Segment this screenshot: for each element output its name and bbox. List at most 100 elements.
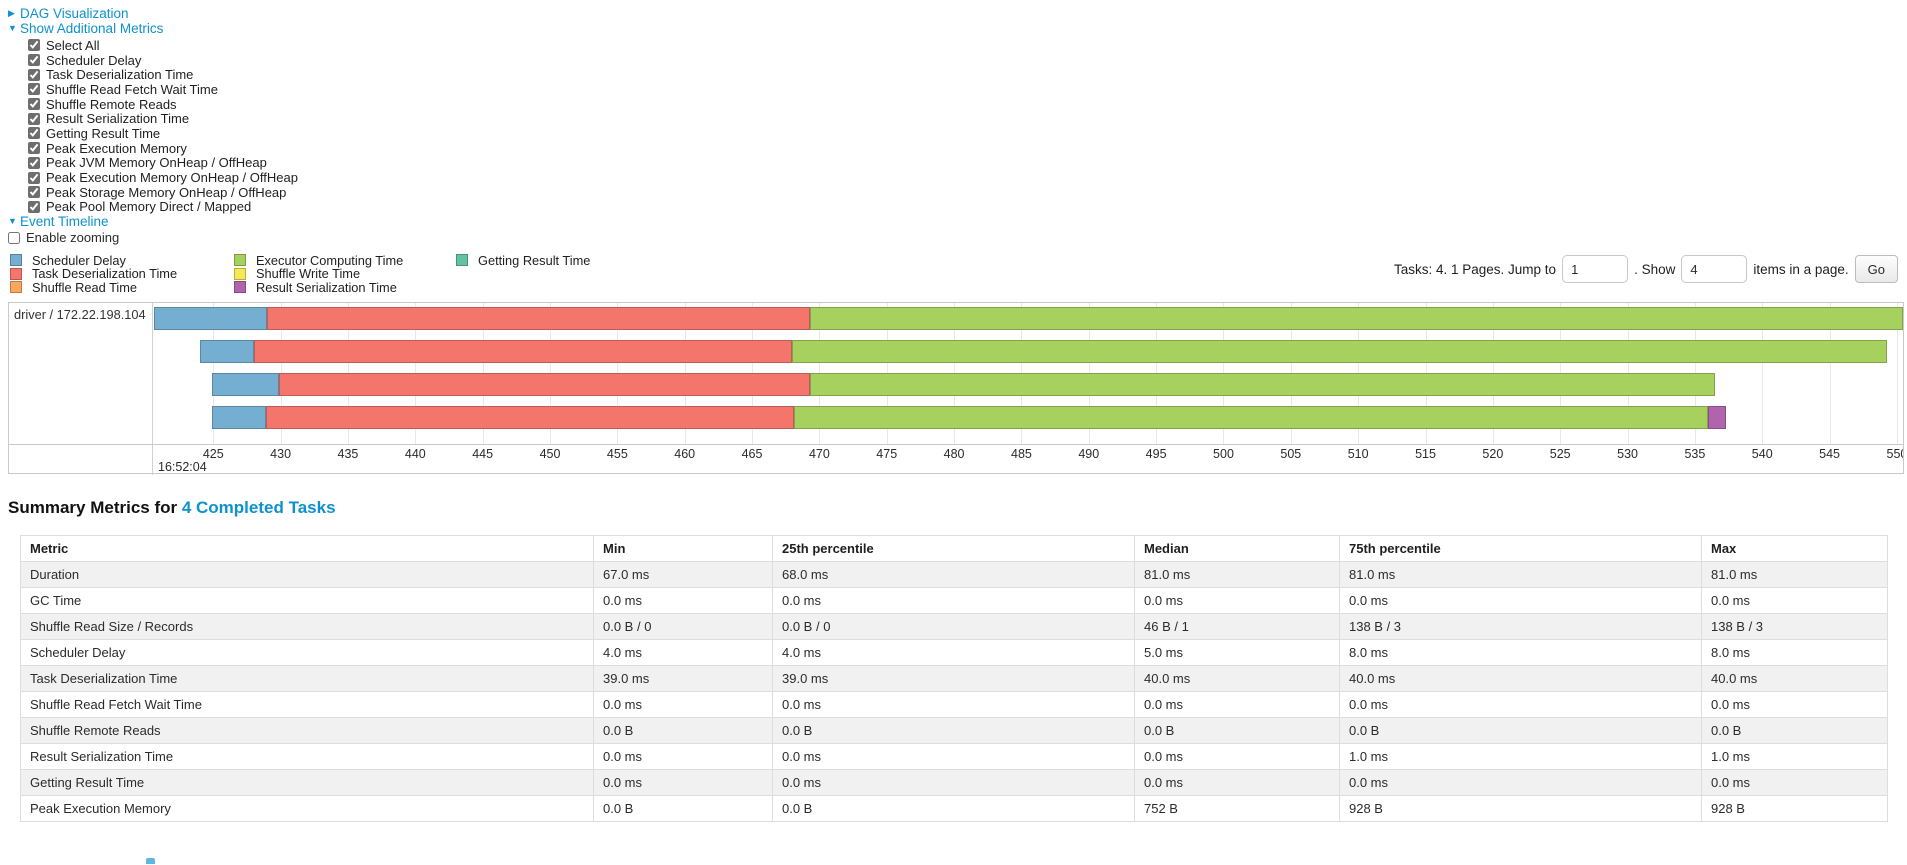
axis-tick-label: 485 — [1010, 447, 1032, 462]
metric-name-cell: Shuffle Read Size / Records — [20, 613, 594, 641]
metric-checkbox-row: Task Deserialization Time — [28, 67, 1907, 82]
metric-checkbox-result-serialization-time[interactable] — [28, 112, 40, 125]
section-label: Show Additional Metrics — [20, 21, 164, 36]
metric-value-cell: 0.0 ms — [1339, 691, 1702, 719]
task-bar-segment-result-serialization-time[interactable] — [1708, 406, 1726, 430]
metric-value-cell: 40.0 ms — [1134, 665, 1340, 693]
axis-tick-label: 440 — [404, 447, 426, 462]
metric-value-cell: 4.0 ms — [772, 639, 1135, 667]
task-bar-segment-executor-computing-time[interactable] — [793, 406, 1709, 430]
metric-checkbox-shuffle-remote-reads[interactable] — [28, 98, 40, 111]
metric-checkbox-row: Peak Execution Memory — [28, 141, 1907, 156]
metric-checkbox-peak-execution-memory[interactable] — [28, 142, 40, 155]
metric-value-cell: 0.0 ms — [1339, 769, 1702, 797]
metric-name-cell: Task Deserialization Time — [20, 665, 594, 693]
tasks-count-text: Tasks: 4. 1 Pages. Jump to — [1393, 261, 1557, 277]
axis-tick-label: 455 — [606, 447, 628, 462]
metric-checkbox-peak-pool-memory-direct-mapped[interactable] — [28, 200, 40, 213]
metric-value-cell: 928 B — [1701, 795, 1888, 823]
metric-value-cell: 0.0 B / 0 — [772, 613, 1135, 641]
column-header-75th-percentile[interactable]: 75th percentile — [1339, 535, 1702, 563]
metric-checkbox-peak-jvm-memory-onheap-offheap[interactable] — [28, 156, 40, 169]
metric-checkbox-select-all[interactable] — [28, 39, 40, 52]
section-label: Event Timeline — [20, 214, 109, 230]
additional-metrics-checkbox-list: Select All Scheduler Delay Task Deserializ… — [28, 38, 1907, 214]
axis-tick-label: 550 — [1886, 447, 1903, 462]
metric-value-cell: 39.0 ms — [772, 665, 1135, 693]
task-bar-segment-scheduler-delay[interactable] — [199, 340, 254, 364]
jump-to-page-input[interactable] — [1562, 255, 1629, 284]
metric-value-cell: 0.0 ms — [1339, 587, 1702, 615]
metric-name-cell: Shuffle Remote Reads — [20, 717, 594, 745]
axis-tick-label: 540 — [1751, 447, 1773, 462]
show-text: . Show — [1634, 261, 1676, 277]
axis-tick-label: 430 — [270, 447, 292, 462]
axis-tick-label: 530 — [1617, 447, 1638, 462]
metric-checkbox-row: Peak Storage Memory OnHeap / OffHeap — [28, 185, 1907, 200]
axis-tick-label: 545 — [1819, 447, 1841, 462]
task-bar-segment-task-deserialization-time[interactable] — [267, 307, 810, 331]
metric-value-cell: 0.0 ms — [1701, 691, 1888, 719]
metric-value-cell: 1.0 ms — [1339, 743, 1702, 771]
metric-value-cell: 67.0 ms — [593, 561, 773, 589]
completed-tasks-link[interactable]: 4 Completed Tasks — [181, 498, 336, 518]
axis-tick-label: 475 — [876, 447, 898, 462]
metric-checkbox-shuffle-read-fetch-wait-time[interactable] — [28, 83, 40, 96]
table-row: Shuffle Read Size / Records 0.0 B / 0 0.0 … — [20, 613, 1888, 641]
column-header-25th-percentile[interactable]: 25th percentile — [772, 535, 1135, 563]
task-bar-segment-scheduler-delay[interactable] — [211, 406, 266, 430]
items-per-page-input[interactable] — [1681, 255, 1748, 284]
metric-value-cell: 46 B / 1 — [1134, 613, 1340, 641]
metric-checkbox-peak-storage-memory-onheap-offheap[interactable] — [28, 186, 40, 199]
legend-label: Scheduler Delay — [32, 252, 126, 268]
axis-tick-label: 435 — [337, 447, 359, 462]
axis-tick-label: 520 — [1482, 447, 1504, 462]
timeline-plot-area[interactable] — [154, 303, 1903, 445]
legend-item: Shuffle Write Time — [234, 266, 430, 281]
metric-value-cell: 0.0 ms — [1134, 769, 1340, 797]
column-header-min[interactable]: Min — [593, 535, 773, 563]
section-show-additional-metrics[interactable]: ▼ Show Additional Metrics — [8, 21, 1907, 36]
legend-swatch-icon — [234, 281, 246, 294]
task-bar-segment-executor-computing-time[interactable] — [792, 340, 1888, 364]
metric-value-cell: 0.0 ms — [1134, 743, 1340, 771]
go-button[interactable]: Go — [1854, 255, 1898, 284]
metric-value-cell: 138 B / 3 — [1701, 613, 1888, 641]
clipped-next-section-link[interactable] — [146, 858, 155, 864]
legend-label: Result Serialization Time — [256, 279, 397, 295]
metric-checkbox-task-deserialization-time[interactable] — [28, 68, 40, 81]
metric-value-cell: 0.0 B — [1339, 717, 1702, 745]
metric-checkbox-row: Shuffle Read Fetch Wait Time — [28, 82, 1907, 97]
task-bar-segment-scheduler-delay[interactable] — [154, 307, 268, 331]
section-dag-visualization[interactable]: ▶ DAG Visualization — [8, 6, 1907, 21]
enable-zooming-row: Enable zooming — [8, 230, 1907, 245]
metric-checkbox-peak-execution-memory-onheap-offheap[interactable] — [28, 171, 40, 184]
summary-title-text: Summary Metrics for — [8, 498, 182, 518]
metric-checkbox-label: Select All — [46, 37, 100, 53]
legend-item: Result Serialization Time — [234, 279, 430, 295]
metric-name-cell: Shuffle Read Fetch Wait Time — [20, 691, 594, 719]
task-bar-segment-scheduler-delay[interactable] — [211, 373, 280, 397]
column-header-max[interactable]: Max — [1701, 535, 1888, 563]
column-header-metric[interactable]: Metric — [20, 535, 594, 563]
metric-checkbox-getting-result-time[interactable] — [28, 127, 40, 140]
legend-swatch-icon — [456, 254, 468, 267]
enable-zooming-checkbox[interactable] — [8, 231, 20, 244]
task-bar-segment-executor-computing-time[interactable] — [809, 373, 1716, 397]
metric-value-cell: 81.0 ms — [1134, 561, 1340, 589]
section-event-timeline[interactable]: ▼ Event Timeline — [8, 214, 1907, 229]
axis-corner-cell — [9, 445, 153, 476]
metric-value-cell: 8.0 ms — [1701, 639, 1888, 667]
axis-tick-labels: 425 430 435 440 445 450 455 460 465 470 475 480 485 4… — [154, 445, 1903, 475]
column-header-median[interactable]: Median — [1134, 535, 1340, 563]
task-bar-segment-task-deserialization-time[interactable] — [265, 406, 794, 430]
legend-swatch-icon — [10, 281, 22, 294]
metric-checkbox-scheduler-delay[interactable] — [28, 54, 40, 67]
task-bar-segment-task-deserialization-time[interactable] — [253, 340, 793, 364]
metric-value-cell: 4.0 ms — [593, 639, 773, 667]
metric-value-cell: 81.0 ms — [1339, 561, 1702, 589]
task-bar-segment-executor-computing-time[interactable] — [809, 307, 1903, 331]
metric-name-cell: Scheduler Delay — [20, 639, 594, 667]
metric-checkbox-row: Peak Pool Memory Direct / Mapped — [28, 199, 1907, 214]
task-bar-segment-task-deserialization-time[interactable] — [279, 373, 810, 397]
